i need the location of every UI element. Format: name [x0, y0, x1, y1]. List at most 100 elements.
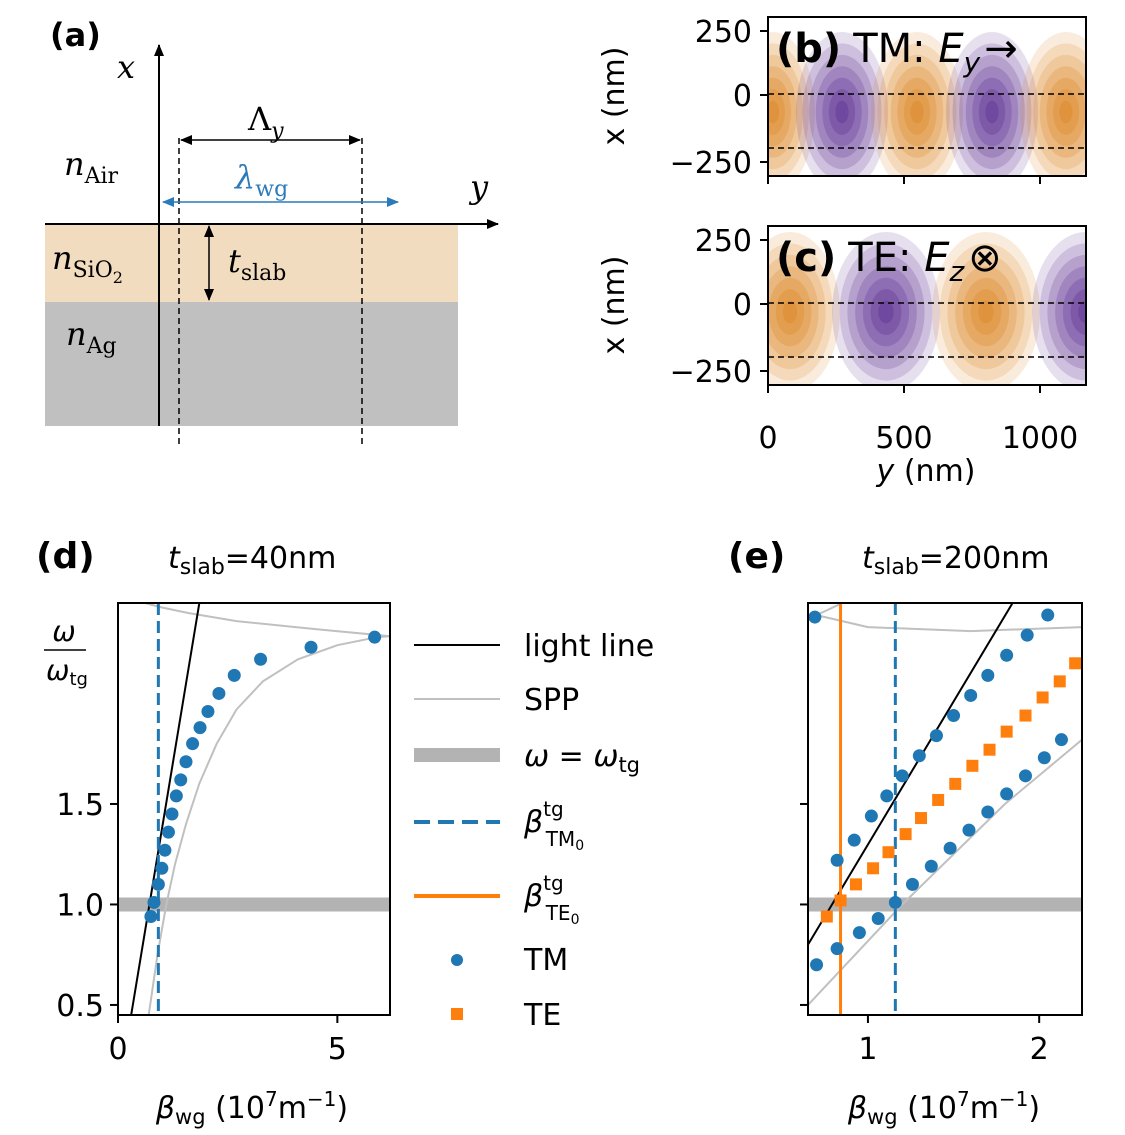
panel-d-plot [118, 578, 390, 1015]
lambda-y-label: Λy [247, 100, 284, 144]
te-point [834, 894, 847, 907]
tm-point [943, 841, 957, 855]
te-point [1053, 675, 1066, 688]
ag-layer [45, 302, 458, 426]
y-axis-label: ω ωtg [44, 615, 88, 690]
lambda-wg-label: λwg [233, 158, 288, 202]
y-tick-label: 0 [733, 79, 752, 114]
panel-b-title: (b) TM: Ey → [776, 26, 1018, 79]
t-slab-label: tslab [228, 242, 286, 286]
tm-point [864, 809, 878, 823]
field-map-x-label: y (nm) [876, 454, 976, 489]
panel-d-ticks: 1.5 1.0 0.50 5 [56, 788, 347, 1067]
legend-tm-marker [451, 954, 463, 966]
n-ag-label: nAg [66, 315, 117, 359]
n-air-label: nAir [64, 145, 119, 189]
x-tick-label: 1 [858, 1032, 877, 1067]
panel-d: (d) tslab=40nm 1.5 1.0 0.50 5 ω ωtg βwg (10… [36, 536, 391, 1129]
tm-point [165, 807, 179, 821]
panel-a: (a) x y Λy λwg tslab nAir nSiO2 nAg [45, 16, 499, 446]
tm-point [888, 895, 902, 909]
x-tick-label: 2 [1030, 1032, 1049, 1067]
tm-point [254, 652, 268, 666]
tm-point [158, 843, 172, 857]
negative-lobe [796, 32, 888, 176]
tm-point [1020, 628, 1034, 642]
y-tick-label: 0.5 [56, 989, 104, 1024]
panel-c-frame [767, 225, 1087, 386]
tm-point [912, 749, 926, 763]
y-tick-label: 250 [695, 15, 752, 50]
tm-field-pattern [768, 32, 1086, 176]
panel-d-title: tslab=40nm [168, 541, 336, 580]
tm-point [167, 578, 180, 591]
tm-point [847, 833, 861, 847]
te-point [949, 777, 962, 790]
tm-point [304, 640, 318, 654]
legend: light line SPP ω = ωtg βtg TM0 βtg TE0 TM … [414, 629, 654, 1033]
positive-lobe [932, 232, 1040, 385]
tm-point [810, 958, 824, 972]
tm-point [1054, 733, 1068, 747]
te-point [1036, 691, 1049, 704]
tm-point [227, 668, 241, 682]
tm-point [895, 769, 909, 783]
legend-te-marker [451, 1008, 463, 1020]
tm-point [1067, 588, 1080, 601]
tm-point [981, 805, 995, 819]
panel-c-x-ticks: 0 500 1000 [758, 385, 1078, 456]
te-field-pattern [768, 232, 1086, 385]
tm-point [830, 853, 844, 867]
x-tick-label: 0 [108, 1032, 127, 1067]
tm-point [871, 912, 885, 926]
tm-point [1000, 648, 1014, 662]
tm-point [193, 721, 207, 735]
panel-b-x-ticks [767, 176, 1041, 184]
tm-point [964, 688, 978, 702]
tm-point [1037, 751, 1051, 765]
x-tick-label: 500 [875, 421, 932, 456]
x-tick-label: 0 [758, 421, 777, 456]
panel-b-y-label: x (nm) [597, 47, 632, 146]
y-tick-label: 1.5 [56, 788, 104, 823]
legend-beta-tm0: βtg TM0 [523, 797, 584, 854]
light-line [130, 603, 201, 1015]
negative-lobe [832, 232, 940, 385]
panel-c-title: (c) TE: Ez ⊗ [776, 235, 1002, 288]
sio2-layer [45, 224, 458, 302]
tm-point [201, 705, 215, 719]
y-tick-label: 1.0 [56, 888, 104, 923]
tm-point [174, 773, 188, 787]
te-point [1000, 725, 1013, 738]
y-tick-label: −250 [670, 146, 752, 181]
panel-b: (b) TM: Ey → 250 0 −250 x (nm) [597, 15, 1087, 184]
te-point [966, 759, 979, 772]
panel-b-y-ticks: 250 0 −250 [670, 15, 768, 181]
tm-point [981, 668, 995, 682]
y-tick-label: 0 [733, 288, 752, 323]
positive-lobe [1020, 32, 1086, 176]
panel-e-plot [808, 588, 1082, 1015]
tm-point [161, 825, 175, 839]
tm-point [924, 859, 938, 873]
panel-d-frame [117, 602, 391, 1016]
panel-b-frame [767, 16, 1087, 177]
tm-point [186, 737, 200, 751]
panel-d-label: (d) [36, 536, 95, 577]
tm-point [155, 861, 169, 875]
tm-point [1018, 769, 1032, 783]
tm-point [151, 877, 165, 891]
n-sio2-label: nSiO2 [52, 239, 123, 287]
panel-e-label: (e) [728, 536, 785, 577]
tm-point [929, 729, 943, 743]
positive-lobe [768, 232, 840, 385]
te-point [915, 812, 928, 825]
panel-c-y-label: x (nm) [597, 256, 632, 355]
te-point [1019, 709, 1032, 722]
te-point [867, 862, 880, 875]
legend-beta-te0: βtg TE0 [523, 871, 579, 928]
x-tick-label: 1000 [1002, 421, 1078, 456]
panel-d-x-label: βwg (107m−1) [155, 1087, 348, 1129]
